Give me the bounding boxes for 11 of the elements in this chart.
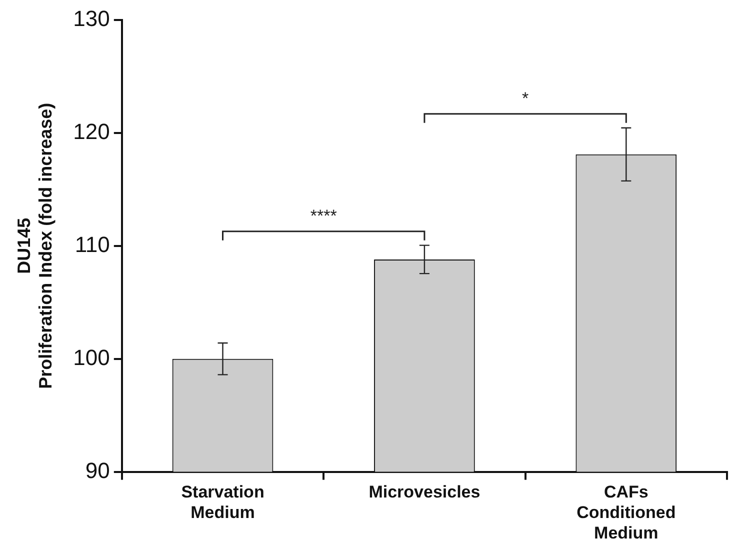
y-tick-label: 110 [74, 232, 110, 257]
annotation: * [522, 89, 529, 108]
y-tick-label: 120 [73, 119, 110, 144]
y-tick-label: 100 [73, 344, 110, 370]
x-tick-label: Starvation Medium [181, 482, 264, 522]
y-tick-label: 90 [85, 458, 110, 483]
y-axis-title: DU145 Proliferation Index (fold increase) [14, 102, 56, 389]
annotation: **** [310, 206, 338, 226]
y-tick-label: 130 [73, 6, 110, 32]
x-tick-label: CAFs Conditioned Medium [576, 482, 676, 542]
x-tick-label: Microvesicles [368, 482, 480, 502]
